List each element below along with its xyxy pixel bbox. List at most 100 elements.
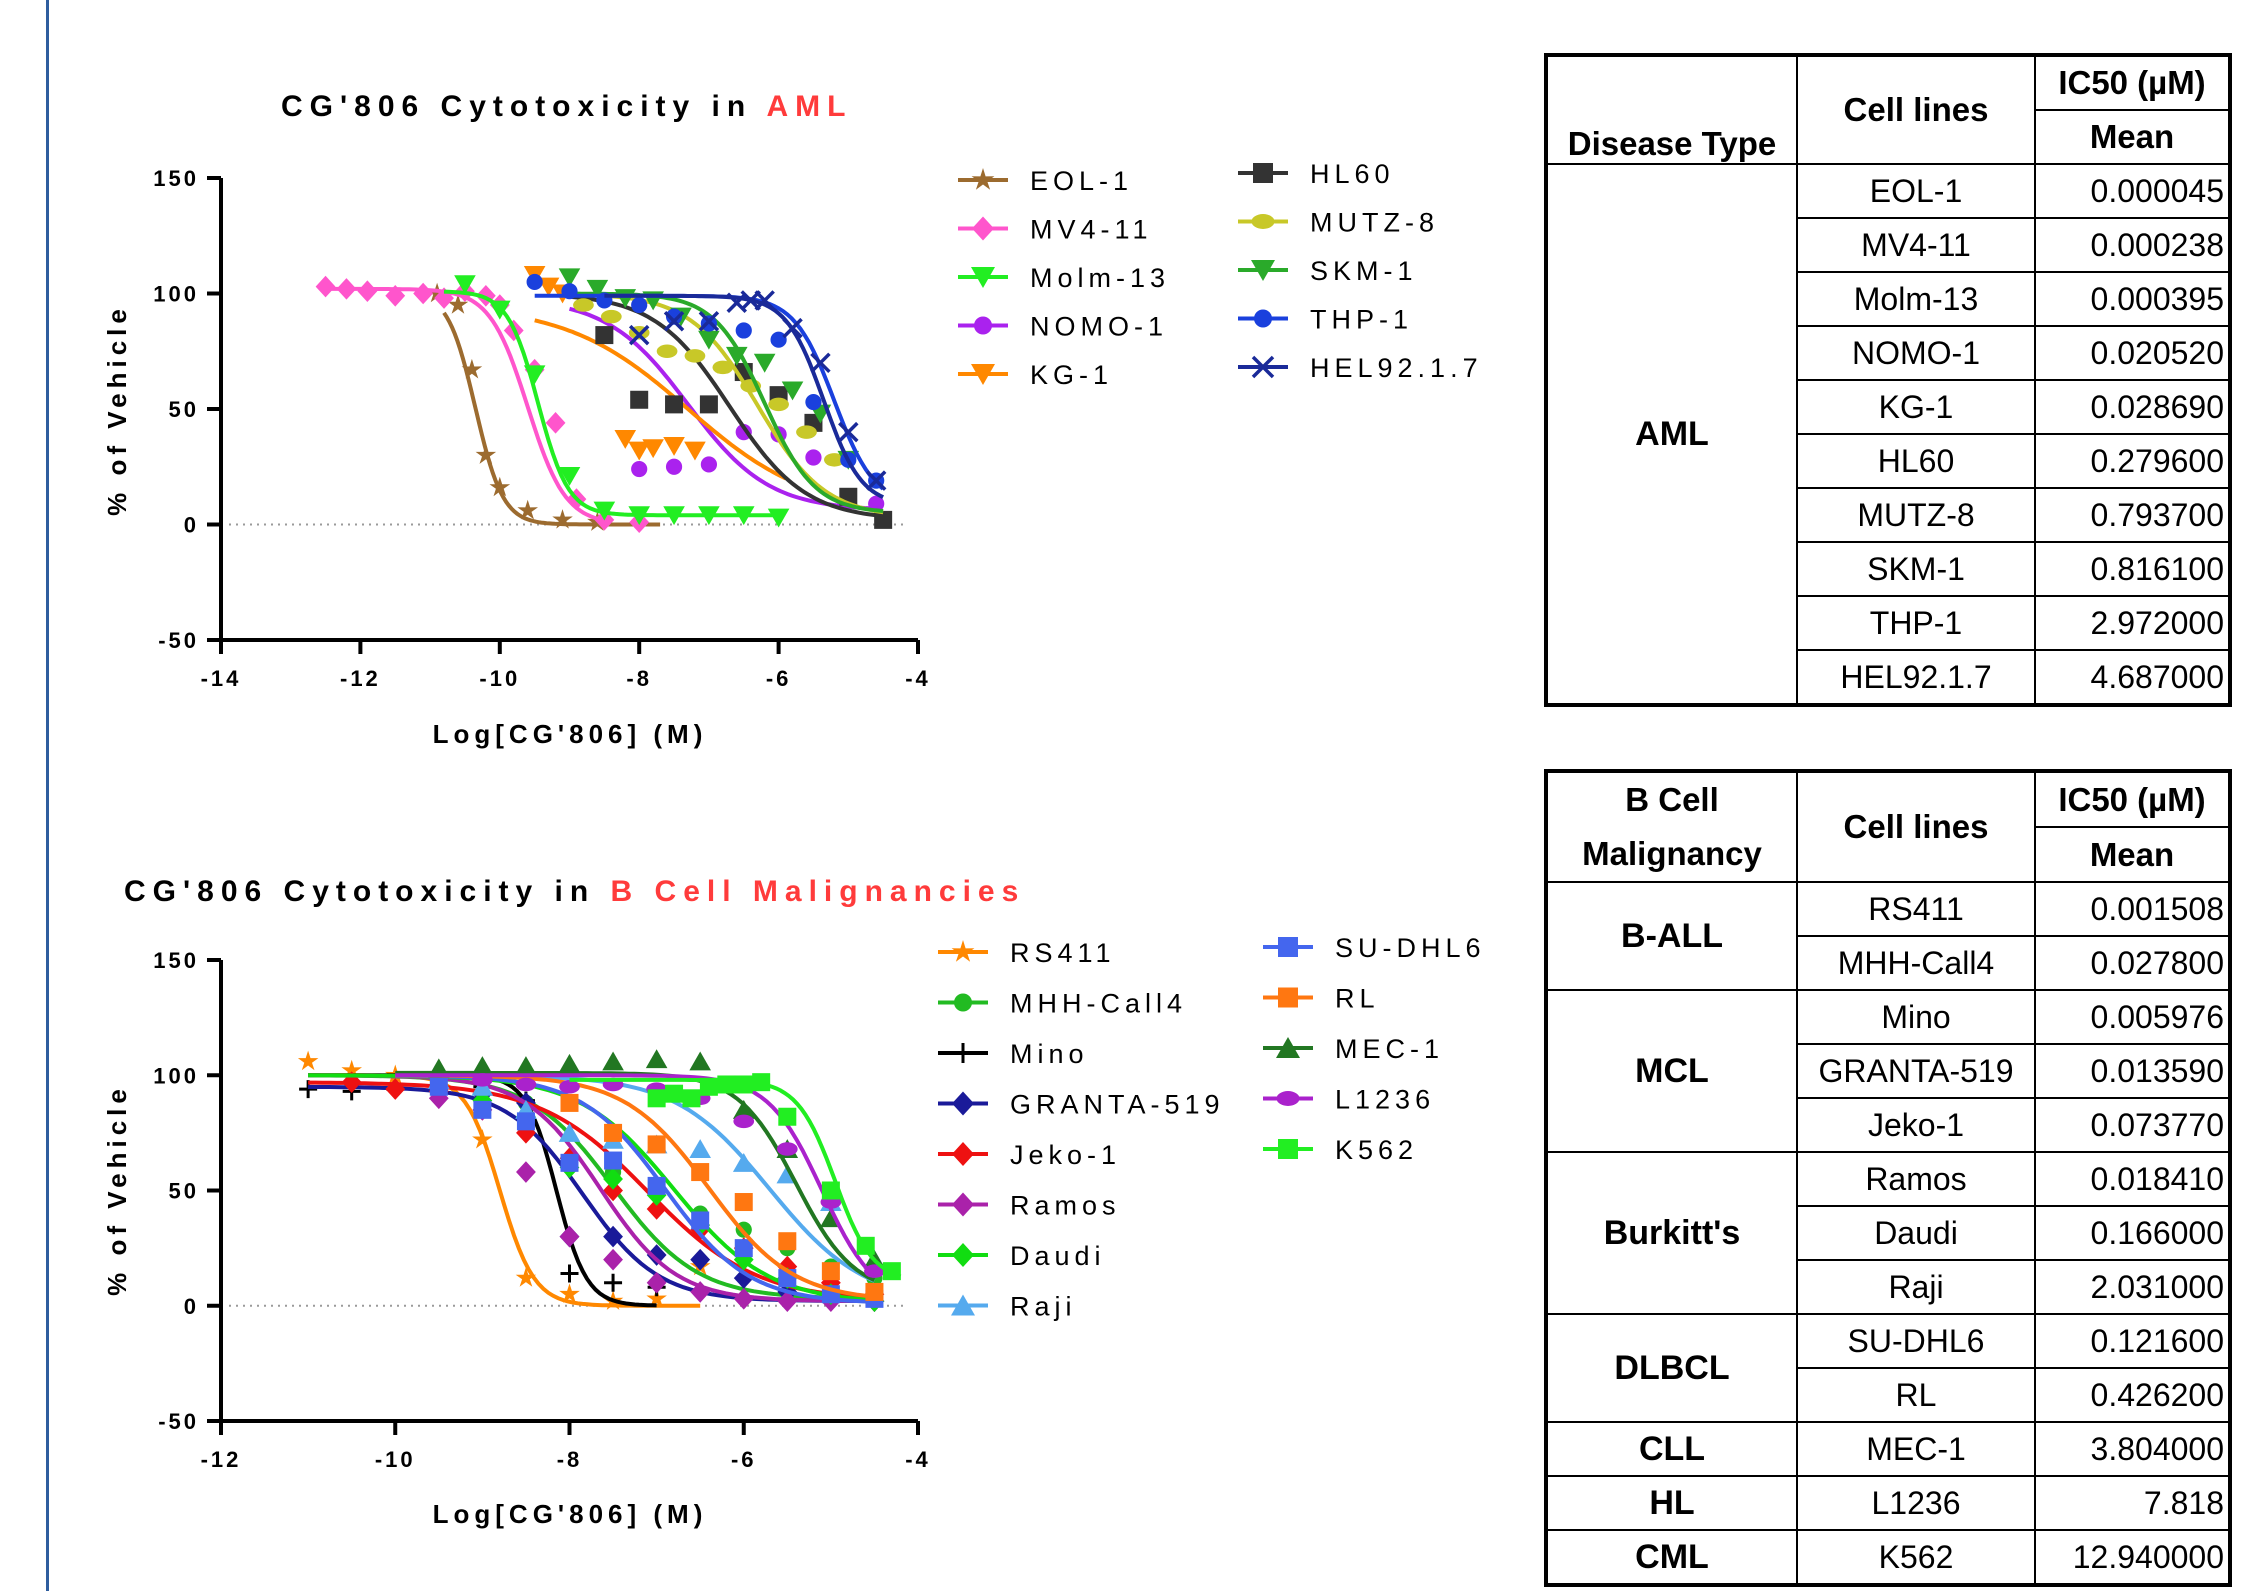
bcell-group-label: CML [1545,1529,1798,1586]
data-point [665,1084,684,1103]
data-point [824,453,845,467]
data-point [691,1211,710,1230]
data-point [297,1050,319,1071]
fit-curve [568,306,877,511]
legend-item: SKM-1 [1238,256,1418,286]
bcell-title-prefix: CG'806 Cytotoxicity in [124,875,611,908]
legend-item: Ramos [938,1191,1121,1221]
data-point [523,365,546,385]
data-point [712,360,734,375]
table-ic50-value: 0.013590 [2034,1043,2231,1099]
table-cell-line: THP-1 [1796,595,2036,651]
data-point [781,381,804,401]
data-point [805,449,822,466]
data-point [777,1290,798,1312]
data-point [646,1288,667,1308]
data-point [559,1283,580,1303]
legend-label: K562 [1335,1135,1418,1165]
data-point [516,1161,536,1183]
aml-series-KG-1 [523,266,787,481]
data-point [515,1267,537,1287]
legend-marker [951,1294,975,1316]
aml-y-tick-label: -50 [158,628,199,653]
bcell-x-tick-label: -8 [557,1447,583,1472]
data-point [665,395,684,414]
aml-x-axis-title: Log[CG'806] (M) [433,719,708,749]
aml-header-cell-lines: Cell lines [1796,54,2036,165]
legend-label: SKM-1 [1310,256,1418,286]
legend-marker [952,1243,974,1267]
data-point [733,1288,754,1310]
data-point [821,1181,840,1200]
data-point [385,285,406,307]
table-ic50-value: 0.121600 [2034,1313,2231,1369]
legend-label: Ramos [1010,1191,1121,1221]
legend-marker [952,1091,974,1116]
data-point [341,1071,362,1093]
data-point [614,430,637,449]
data-point [472,1073,493,1087]
bcell-x-axis-title: Log[CG'806] (M) [433,1499,708,1529]
data-point [461,358,483,379]
legend-marker [1276,1037,1300,1058]
data-point [647,1135,666,1154]
data-point [856,1236,875,1255]
legend-label: THP-1 [1310,305,1413,335]
fit-curve [569,294,884,518]
legend-label: Jeko-1 [1010,1140,1121,1170]
data-point [604,1273,623,1292]
data-point [690,1281,711,1303]
aml-y-tick-label: 50 [169,397,199,422]
bcell-x-tick-label: -4 [905,1447,931,1472]
data-point [552,509,573,529]
table-cell-line: RL [1796,1367,2036,1423]
bcell-x-tick-label: -6 [731,1447,757,1472]
data-point [489,300,511,320]
data-point [628,441,650,461]
legend-marker [953,1043,973,1063]
data-point [646,1198,667,1220]
data-point [341,1059,362,1080]
data-point [515,1056,537,1076]
data-point [754,290,775,311]
bcell-group-label: Burkitt's [1545,1151,1798,1315]
data-point [684,349,706,363]
data-point [516,1112,535,1131]
data-point [732,1152,755,1172]
legend-marker [974,316,992,335]
data-point [642,439,664,459]
bcell-series-L1236 [395,1073,885,1279]
legend-item: NOMO-1 [958,312,1163,342]
data-point [515,1077,537,1092]
aml-title-accent: AML [766,90,852,123]
bcell-group-label: B-ALL [1545,881,1798,991]
aml-x-tick-label: -6 [766,666,792,691]
legend-label: L1236 [1335,1085,1435,1115]
legend-label: MUTZ-8 [1310,208,1439,238]
bcell-x-tick-label: -12 [201,1447,242,1472]
data-point [646,1244,667,1266]
legend-item: HEL92.1.7 [1238,353,1478,383]
data-point [734,1239,753,1258]
table-cell-line: Molm-13 [1796,271,2036,327]
data-point [336,278,357,300]
data-point [603,1179,623,1202]
table-ic50-value: 4.687000 [2034,649,2231,706]
data-point [471,1056,494,1076]
aml-header-disease-type: Disease Type [1545,54,1798,165]
data-point [517,499,538,520]
aml-title-prefix: CG'806 Cytotoxicity in [281,90,766,123]
bcell-header-malignancy: B Cell Malignancy [1545,770,1798,883]
table-ic50-value: 0.000395 [2034,271,2231,327]
data-point [796,425,817,439]
table-cell-line: MHH-Call4 [1796,935,2036,991]
table-ic50-value: 0.166000 [2034,1205,2231,1261]
data-point [768,397,789,412]
table-ic50-value: 0.073770 [2034,1097,2231,1153]
data-point [865,470,887,491]
data-point [647,1089,666,1108]
aml-y-tick-label: 0 [184,513,199,538]
bcell-title-accent: B Cell Malignancies [611,875,1026,908]
table-cell-line: SKM-1 [1796,541,2036,597]
